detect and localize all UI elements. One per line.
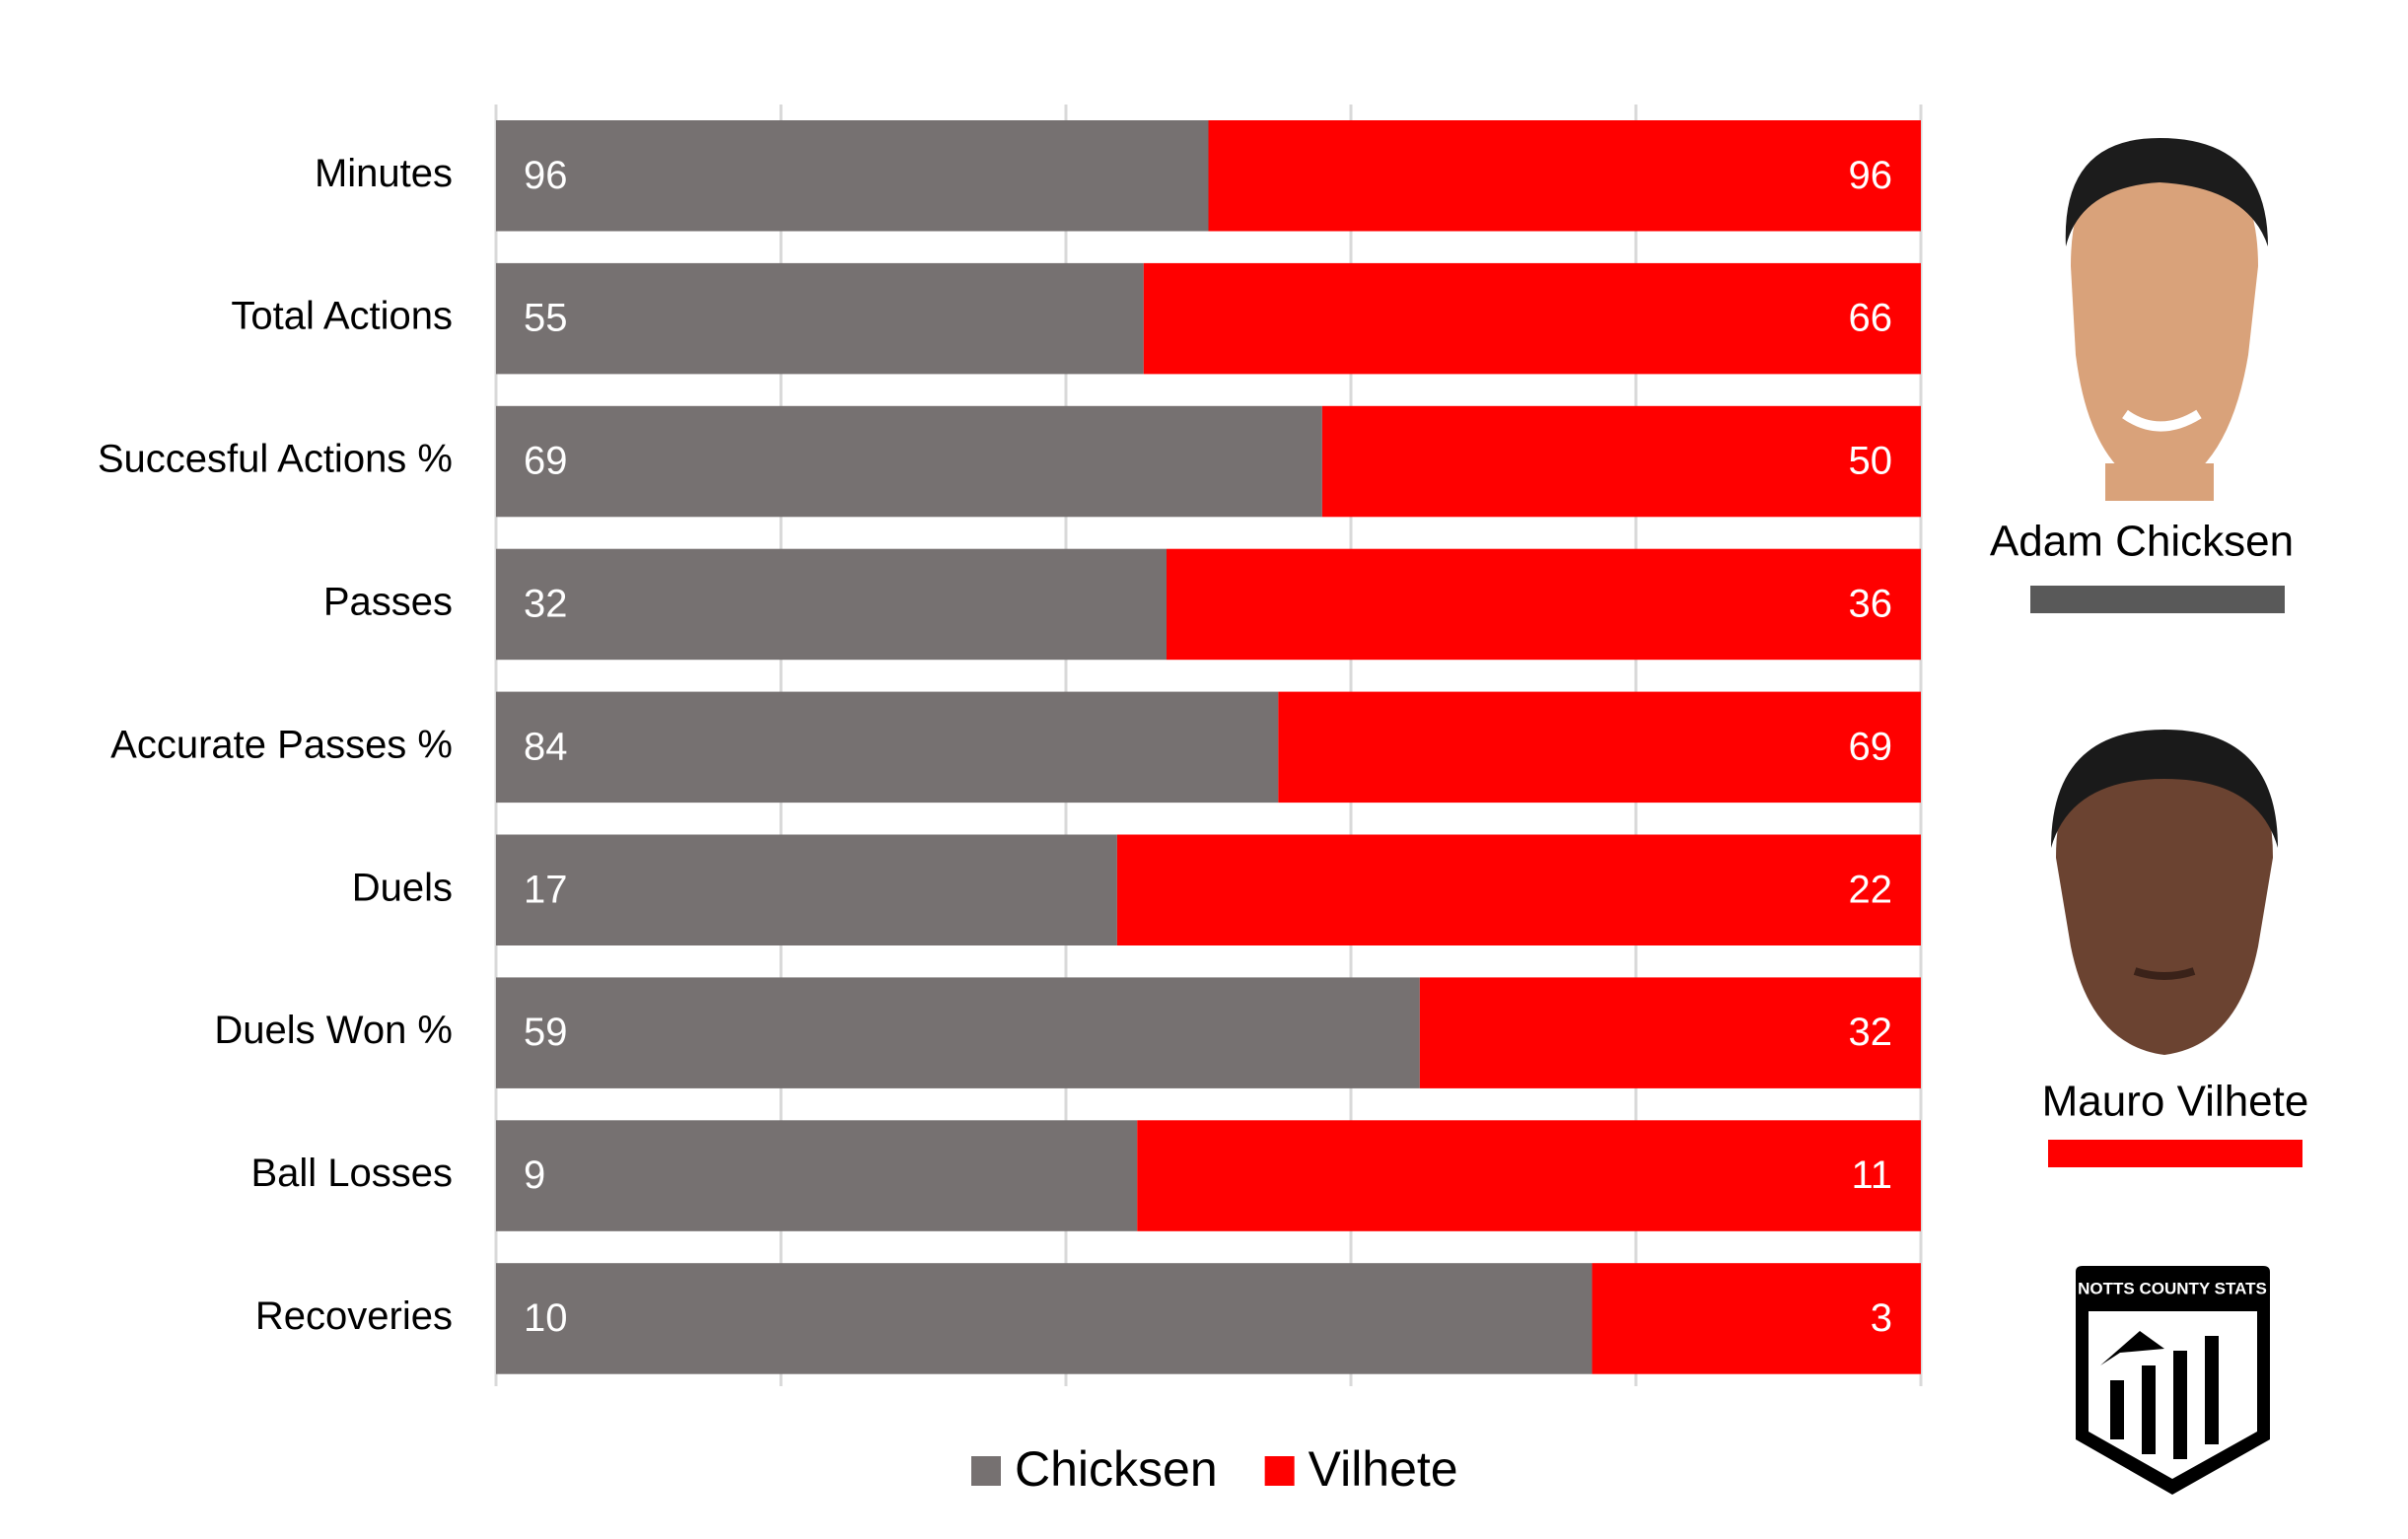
data-label: 22	[1849, 868, 1893, 911]
bar	[1208, 120, 1921, 232]
player-photo	[2046, 138, 2273, 501]
player-photo	[2051, 730, 2278, 1055]
data-label: 17	[524, 868, 568, 911]
data-label: 66	[1849, 297, 1893, 340]
bar	[496, 548, 1167, 661]
data-label: 69	[524, 440, 568, 483]
bar	[1321, 405, 1921, 518]
data-label: 10	[524, 1296, 568, 1340]
bar	[496, 977, 1420, 1088]
y-tick-label: Succesful Actions %	[98, 438, 453, 481]
logo: NOTTS COUNTY STATS	[2076, 1266, 2270, 1495]
data-label: 84	[524, 725, 568, 768]
bar	[496, 405, 1322, 518]
y-tick-label: Accurate Passes %	[110, 723, 453, 766]
bar	[1167, 548, 1921, 661]
bar	[1278, 691, 1921, 804]
legend-swatch	[971, 1456, 1001, 1486]
data-label: 50	[1849, 440, 1893, 483]
data-label: 59	[524, 1011, 568, 1054]
y-tick-label: Ball Losses	[250, 1152, 453, 1195]
bar	[1143, 262, 1921, 375]
bar	[1419, 977, 1921, 1088]
data-label: 55	[524, 297, 568, 340]
legend-swatch	[1264, 1456, 1295, 1486]
logo-text: NOTTS COUNTY STATS	[2078, 1279, 2267, 1297]
data-label: 96	[524, 154, 568, 197]
bar	[496, 834, 1117, 945]
data-label: 96	[1849, 154, 1893, 197]
bar	[496, 262, 1144, 375]
data-label: 32	[524, 583, 568, 626]
y-tick-label: Duels Won %	[214, 1009, 453, 1052]
bar	[496, 691, 1279, 804]
bar	[1592, 1263, 1921, 1374]
y-tick-label: Minutes	[315, 152, 453, 195]
data-label: 69	[1849, 725, 1893, 768]
y-tick-label: Recoveries	[255, 1294, 453, 1338]
player-color	[2030, 586, 2285, 613]
data-label: 32	[1849, 1011, 1893, 1054]
data-label: 9	[524, 1154, 545, 1197]
legend-label: Chicksen	[1015, 1441, 1218, 1497]
bar	[1137, 1120, 1921, 1231]
y-tick-label: Duels	[352, 866, 453, 909]
legend-label: Vilhete	[1309, 1441, 1458, 1497]
bar	[496, 120, 1209, 232]
data-label: 3	[1871, 1296, 1892, 1340]
bar	[1116, 834, 1921, 945]
data-label: 36	[1849, 583, 1893, 626]
player-color	[2048, 1140, 2302, 1167]
bar	[496, 1263, 1593, 1374]
data-label: 11	[1851, 1154, 1892, 1197]
player-name: Adam Chicksen	[1990, 518, 2294, 566]
y-tick-label: Passes	[323, 581, 453, 624]
y-tick-label: Total Actions	[231, 295, 453, 338]
player-name: Mauro Vilhete	[2042, 1078, 2309, 1126]
bar	[496, 1120, 1138, 1231]
